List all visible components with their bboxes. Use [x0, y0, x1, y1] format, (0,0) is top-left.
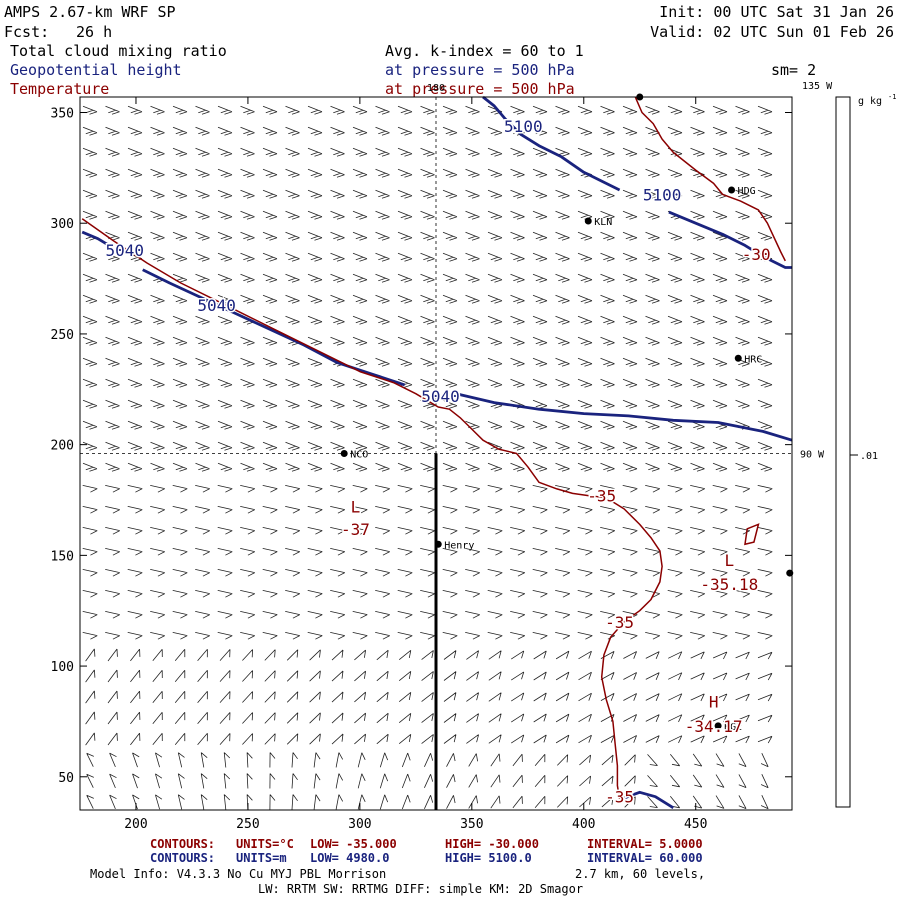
contour-label: 5040: [106, 241, 145, 260]
contour-label: 5040: [421, 387, 460, 406]
contour-label: L: [724, 551, 734, 570]
x-tick-label: 300: [348, 817, 371, 832]
station-marker: [584, 217, 592, 225]
axes: 200 250 300 350 400 450 50 100 150 200 250 300 350 18…: [51, 81, 834, 832]
contour-label: 5040: [197, 296, 236, 315]
y-tick-label: 350: [51, 107, 74, 122]
contour-label: -35: [605, 788, 634, 807]
station-label: HDG: [738, 186, 756, 197]
temp-interval: INTERVAL= 5.0000: [587, 837, 703, 851]
y-tick-label: 50: [58, 771, 74, 786]
contour-label: H: [709, 693, 719, 712]
contour-label: -34.17: [685, 717, 743, 736]
temperature-contours: [81, 96, 786, 800]
station-label: KLN: [594, 217, 612, 228]
model-info-right: 2.7 km, 60 levels,: [575, 867, 705, 881]
init-time: Init: 00 UTC Sat 31 Jan 26: [659, 3, 894, 21]
geo-units: UNITS=m: [236, 851, 287, 865]
contour-label: L: [351, 498, 361, 517]
temperature-contour-minus30: [634, 96, 786, 262]
geopotential-contour-5100: [668, 210, 792, 269]
temp-low: LOW= -35.000: [310, 837, 397, 851]
y-tick-label: 300: [51, 217, 74, 232]
colorbar-unit: g kg: [858, 96, 882, 107]
plot-frame: [79, 96, 793, 811]
x-tick-label: 400: [572, 817, 595, 832]
meridian-label: 90 W: [800, 450, 825, 461]
field-cloud-mixing-ratio: Total cloud mixing ratio: [10, 42, 227, 60]
contour-label: -35: [605, 613, 634, 632]
model-title: AMPS 2.67-km WRF SP: [4, 3, 176, 21]
temperature-closed-contour: [744, 523, 760, 546]
contour-label: -35: [587, 487, 616, 506]
station-marker: [434, 540, 442, 548]
x-tick-label: 350: [460, 817, 483, 832]
contour-labels: 5100 5100 5040 5040 5040 -30 -35 -35 -35 L -37 L -35…: [104, 115, 772, 808]
model-info: Model Info: V4.3.3 No Cu MYJ PBL Morriso…: [90, 867, 705, 896]
pressure-level-geopotential: at pressure = 500 hPa: [385, 61, 575, 79]
colorbar: .01 g kg -1: [835, 93, 896, 808]
geopotential-contours: [81, 95, 793, 809]
x-tick-label: 200: [124, 817, 147, 832]
geopotential-contour-5040: [142, 268, 406, 387]
station-label: HG2: [724, 722, 742, 733]
field-geopotential-height: Geopotential height: [10, 61, 182, 79]
station-markers: NCO Henry KLN HDG HRC HG2: [340, 93, 794, 733]
station-label: HRC: [744, 354, 762, 365]
model-info-left: Model Info: V4.3.3 No Cu MYJ PBL Morriso…: [90, 867, 386, 881]
wind-barbs: [82, 105, 773, 810]
station-marker: [734, 354, 742, 362]
forecast-value: 26 h: [76, 23, 112, 41]
colorbar-tick-label: .01: [860, 451, 878, 462]
colorbar-box: [835, 96, 851, 808]
geo-interval: INTERVAL= 60.000: [587, 851, 703, 865]
contour-label: 5100: [504, 117, 543, 136]
geopotential-contour-5040: [455, 392, 793, 442]
y-tick-label: 250: [51, 328, 74, 343]
contour-label: -30: [742, 245, 771, 264]
meridian-label: 180: [427, 83, 445, 94]
temperature-contour-minus35: [81, 218, 663, 800]
geo-contours-label: CONTOURS:: [150, 851, 215, 865]
meridian-label: 135 W: [802, 81, 833, 92]
grid-lines: [80, 97, 792, 810]
x-tick-label: 450: [684, 817, 707, 832]
station-marker: [728, 186, 736, 194]
physics-info: LW: RRTM SW: RRTMG DIFF: simple KM: 2D S…: [258, 882, 583, 896]
pressure-level-temperature: at pressure = 500 hPa: [385, 80, 575, 98]
geopotential-contour-5040: [81, 230, 110, 247]
y-tick-label: 150: [51, 549, 74, 564]
y-tick-label: 100: [51, 660, 74, 675]
smoothing-value: sm= 2: [771, 61, 816, 79]
contour-label: -35.18: [700, 575, 758, 594]
field-temperature: Temperature: [10, 80, 109, 98]
forecast-label: Fcst:: [4, 23, 49, 41]
temp-units: UNITS=°C: [236, 837, 294, 851]
geo-low: LOW= 4980.0: [310, 851, 389, 865]
station-marker: [714, 722, 722, 730]
y-tick-label: 200: [51, 439, 74, 454]
wind-barb-field: [82, 105, 773, 810]
avg-k-index: Avg. k-index = 60 to 1: [385, 42, 584, 60]
temp-contours-label: CONTOURS:: [150, 837, 215, 851]
station-label: Henry: [444, 540, 474, 551]
temp-high: HIGH= -30.000: [445, 837, 539, 851]
contour-label: 5100: [643, 185, 682, 204]
x-tick-label: 250: [236, 817, 259, 832]
contour-label: -37: [341, 520, 370, 539]
geopotential-contour-5100: [482, 95, 621, 192]
station-label: NCO: [350, 450, 368, 461]
geopotential-contour-5040: [621, 790, 675, 809]
contour-info: CONTOURS: UNITS=°C LOW= -35.000 HIGH= -3…: [150, 837, 703, 865]
colorbar-unit-exponent: -1: [888, 93, 896, 101]
geo-high: HIGH= 5100.0: [445, 851, 532, 865]
valid-time: Valid: 02 UTC Sun 01 Feb 26: [650, 23, 894, 41]
figure-header: AMPS 2.67-km WRF SP Fcst: 26 h Init: 00 …: [4, 3, 894, 98]
station-marker: [340, 450, 348, 457]
